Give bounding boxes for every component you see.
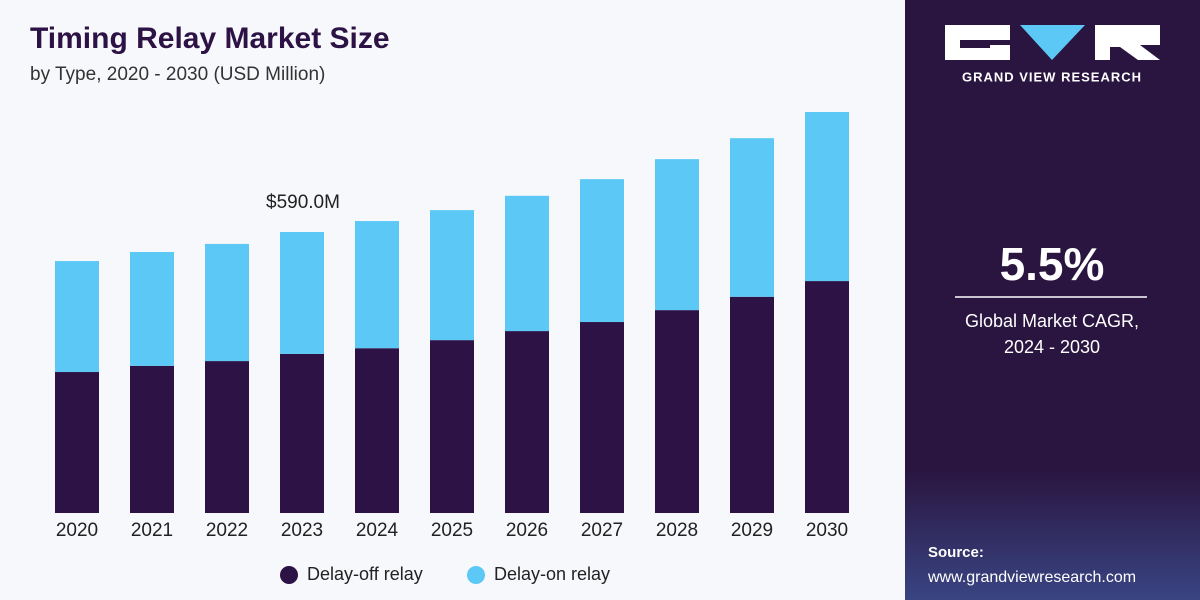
x-tick-label: 2030 <box>806 520 848 541</box>
legend-label: Delay-off relay <box>307 564 423 584</box>
bar-segment <box>55 372 99 513</box>
source-url: www.grandviewresearch.com <box>927 569 1136 586</box>
bar-segment <box>205 243 249 362</box>
bar-segment <box>205 361 249 513</box>
bar-segment <box>430 210 474 341</box>
bar-segment <box>280 353 324 513</box>
legend-marker <box>280 566 298 584</box>
cagr-period: 2024 - 2030 <box>1004 337 1100 357</box>
x-tick-label: 2023 <box>281 520 323 541</box>
bar-segment <box>730 296 774 513</box>
logo-g <box>945 25 1010 60</box>
bar-segment <box>805 112 849 282</box>
annotation: $590.0M <box>266 192 340 213</box>
x-tick-label: 2022 <box>206 520 248 541</box>
bar-segment <box>805 281 849 513</box>
bar-segment <box>655 159 699 311</box>
logo-r <box>1095 25 1160 60</box>
brand-name: GRAND VIEW RESEARCH <box>962 69 1142 84</box>
bar-segment <box>730 138 774 297</box>
x-tick-label: 2026 <box>506 520 548 541</box>
x-tick-label: 2029 <box>731 520 773 541</box>
legend-marker <box>467 566 485 584</box>
logo-v <box>1020 25 1085 60</box>
cagr-value: 5.5% <box>1000 238 1105 290</box>
bar-segment <box>130 252 174 366</box>
source-label: Source: <box>928 544 984 561</box>
bar-segment <box>580 322 624 513</box>
chart-subtitle: by Type, 2020 - 2030 (USD Million) <box>30 64 325 85</box>
x-tick-label: 2020 <box>56 520 98 541</box>
x-tick-label: 2027 <box>581 520 623 541</box>
bar-segment <box>130 365 174 513</box>
logo <box>945 25 1160 60</box>
bar-segment <box>580 179 624 323</box>
panel-wave <box>905 470 1200 600</box>
bar-segment <box>655 310 699 513</box>
bar-segment <box>355 348 399 513</box>
cagr-label: Global Market CAGR, <box>965 311 1139 331</box>
legend-label: Delay-on relay <box>494 564 610 584</box>
bar-segment <box>55 261 99 373</box>
bar-segment <box>355 221 399 349</box>
x-tick-label: 2021 <box>131 520 173 541</box>
bar-segment <box>505 331 549 513</box>
bar-segment <box>505 195 549 332</box>
bar-segment <box>280 232 324 354</box>
chart-title: Timing Relay Market Size <box>30 22 390 55</box>
x-tick-label: 2024 <box>356 520 399 541</box>
x-tick-label: 2028 <box>656 520 698 541</box>
x-tick-label: 2025 <box>431 520 473 541</box>
bar-segment <box>430 340 474 513</box>
